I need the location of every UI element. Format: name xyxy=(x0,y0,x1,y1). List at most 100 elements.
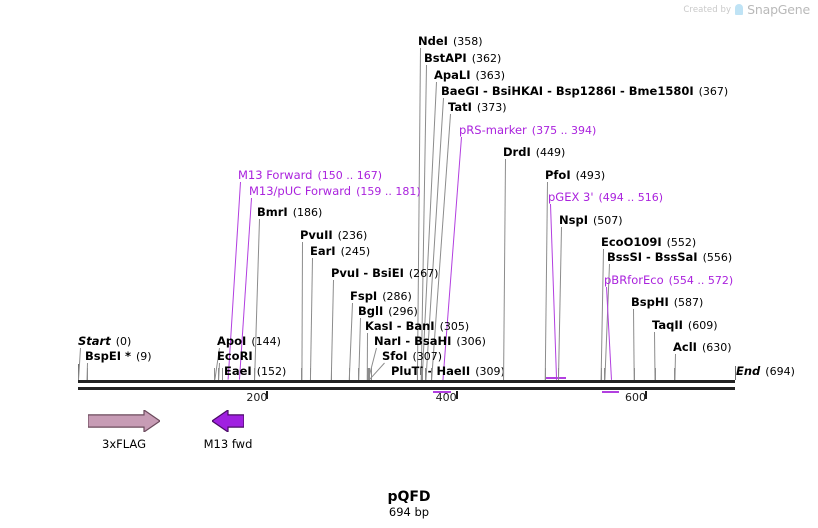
map-label-pgex3[interactable]: pGEX 3' (494 .. 516) xyxy=(548,191,663,204)
label-position: (9) xyxy=(136,350,152,363)
label-position: (694) xyxy=(765,365,795,378)
bar-prs-marker[interactable] xyxy=(433,391,451,393)
map-label-bmri[interactable]: BmrI (186) xyxy=(257,206,322,219)
map-label-pbrforeco[interactable]: pBRforEco (554 .. 572) xyxy=(604,274,733,287)
map-label-bsssi[interactable]: BssSI - BssSaI (556) xyxy=(607,251,732,264)
feat-m13fwd[interactable] xyxy=(210,408,245,434)
label-position: (306) xyxy=(456,335,486,348)
leader-line-nspi xyxy=(557,226,562,380)
bar-pgex3[interactable] xyxy=(545,377,567,379)
site-tick-nspi xyxy=(557,368,559,380)
map-label-eaei[interactable]: EaeI (152) xyxy=(224,365,286,378)
label-name: DrdI xyxy=(503,145,531,159)
map-label-acli[interactable]: AclI (630) xyxy=(673,341,732,354)
label-name: TaqII xyxy=(652,318,683,332)
label-name: EaeI xyxy=(224,364,252,378)
feat-3xflag-arrow-icon xyxy=(87,408,162,434)
map-label-ndei[interactable]: NdeI (358) xyxy=(418,35,483,48)
bar-pbrforeco[interactable] xyxy=(602,391,620,393)
label-name: BaeGI - BsiHKAI - Bsp1286I - Bme1580I xyxy=(441,84,694,98)
label-name: NdeI xyxy=(418,34,448,48)
map-label-m13forward[interactable]: M13 Forward (150 .. 167) xyxy=(238,169,382,182)
label-position: (449) xyxy=(535,146,566,159)
label-name: PluTI - HaeII xyxy=(391,364,471,378)
leader-line-bmri xyxy=(254,218,260,381)
map-label-bstapi[interactable]: BstAPI (362) xyxy=(424,52,501,65)
site-tick-pfoi xyxy=(544,368,546,380)
feat-3xflag[interactable] xyxy=(87,408,162,434)
map-label-bgli[interactable]: BglI (296) xyxy=(358,305,418,318)
label-name: NspI xyxy=(559,213,588,227)
map-label-ecoo109i[interactable]: EcoO109I (552) xyxy=(601,236,696,249)
label-position: (296) xyxy=(388,305,418,318)
map-label-tati[interactable]: TatI (373) xyxy=(448,101,507,114)
site-tick-eari xyxy=(309,368,311,380)
feat-m13fwd-label: M13 fwd xyxy=(203,437,253,451)
plasmid-backbone-bottom xyxy=(78,387,735,390)
map-label-bspei[interactable]: BspEI * (9) xyxy=(85,350,152,363)
label-name: KasI - BanI xyxy=(365,319,435,333)
ruler-tick xyxy=(455,391,458,399)
label-position: (556) xyxy=(702,251,733,264)
site-tick-pvuii xyxy=(301,368,303,380)
site-tick-tati xyxy=(431,368,433,380)
label-name: PfoI xyxy=(545,168,571,182)
label-position: (245) xyxy=(340,245,371,258)
site-tick-sfoi xyxy=(368,368,370,380)
label-position: (358) xyxy=(452,35,483,48)
label-position: (630) xyxy=(701,341,732,354)
label-name: BssSI - BssSaI xyxy=(607,250,698,264)
map-label-nari[interactable]: NarI - BsaHI (306) xyxy=(374,335,486,348)
label-name: Start xyxy=(78,334,111,348)
ruler-tick-label: 600 xyxy=(625,391,646,404)
map-label-sfoi[interactable]: SfoI (307) xyxy=(382,350,442,363)
map-label-pvui[interactable]: PvuI - BsiEI (267) xyxy=(331,267,438,280)
label-name: BspEI * xyxy=(85,349,131,363)
ruler-tick xyxy=(645,391,647,399)
label-name: M13/pUC Forward xyxy=(249,184,352,198)
label-position: (367) xyxy=(698,85,729,98)
map-label-drdi[interactable]: DrdI (449) xyxy=(503,146,565,159)
label-position: (267) xyxy=(408,267,439,280)
map-label-fspi[interactable]: FspI (286) xyxy=(350,290,412,303)
leader-line-start xyxy=(78,347,81,381)
site-tick-apali xyxy=(421,368,423,380)
site-tick-bmri xyxy=(254,368,256,380)
map-label-pvuii[interactable]: PvuII (236) xyxy=(300,229,367,242)
label-position: (144) xyxy=(251,335,281,348)
label-position: (363) xyxy=(475,69,506,82)
label-position: (236) xyxy=(337,229,368,242)
label-name: pGEX 3' xyxy=(548,190,594,204)
site-tick-kasi xyxy=(366,368,368,380)
label-position: (493) xyxy=(575,169,606,182)
site-tick-fspi xyxy=(348,368,350,380)
map-label-kasi[interactable]: KasI - BanI (305) xyxy=(365,320,469,333)
map-label-m13pucfwd[interactable]: M13/pUC Forward (159 .. 181) xyxy=(249,185,421,198)
label-name: pRS-marker xyxy=(459,123,527,137)
map-label-pfoi[interactable]: PfoI (493) xyxy=(545,169,605,182)
label-name: BspHI xyxy=(631,295,669,309)
map-label-apali[interactable]: ApaLI (363) xyxy=(434,69,505,82)
map-label-baegi[interactable]: BaeGI - BsiHKAI - Bsp1286I - Bme1580I (36… xyxy=(441,85,728,98)
backbone-end-cap xyxy=(735,366,736,380)
map-label-bsphi[interactable]: BspHI (587) xyxy=(631,296,703,309)
map-label-prsmarker[interactable]: pRS-marker (375 .. 394) xyxy=(459,124,596,137)
watermark-brand: SnapGene xyxy=(747,2,810,17)
label-name: ApoI xyxy=(217,334,247,348)
label-name: BstAPI xyxy=(424,51,467,65)
site-tick-bsssi xyxy=(604,368,606,380)
label-name: EcoO109I xyxy=(601,235,662,249)
map-label-end[interactable]: End (694) xyxy=(736,365,795,378)
label-name: AclI xyxy=(673,340,697,354)
map-label-start[interactable]: Start (0) xyxy=(78,335,131,348)
plasmid-size-label: 694 bp xyxy=(388,505,430,519)
map-label-apoi[interactable]: ApoI (144) xyxy=(217,335,281,348)
label-name: pBRforEco xyxy=(604,273,664,287)
ruler-tick-label: 400 xyxy=(435,391,457,404)
label-position: (159 .. 181) xyxy=(356,185,421,198)
map-label-nspi[interactable]: NspI (507) xyxy=(559,214,623,227)
map-label-taqii[interactable]: TaqII (609) xyxy=(652,319,718,332)
map-label-pluti[interactable]: PluTI - HaeII (309) xyxy=(391,365,505,378)
map-label-eari[interactable]: EarI (245) xyxy=(310,245,370,258)
map-label-ecori[interactable]: EcoRI xyxy=(217,350,253,362)
